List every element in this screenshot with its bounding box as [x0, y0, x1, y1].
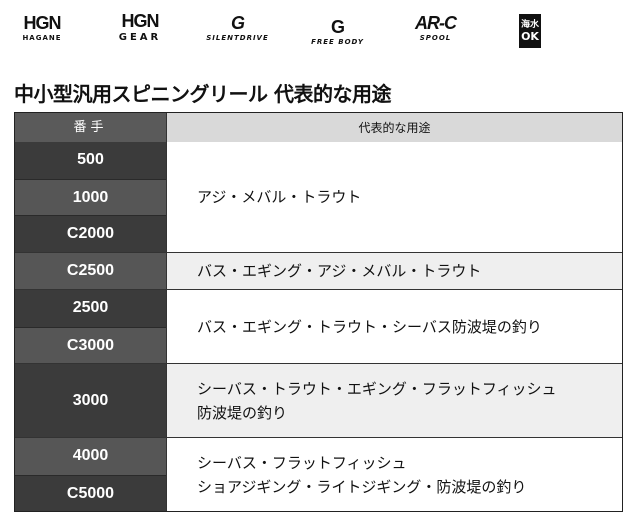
use-cell: シーバス・トラウト・エギング・フラットフィッシュ 防波堤の釣り [166, 364, 622, 437]
table-row: 4000 C5000 シーバス・フラットフィッシュ ショアジギング・ライトジギング・防… [15, 437, 622, 511]
size-cell: 4000 [15, 438, 166, 475]
size-column: 500 1000 C2000 [15, 142, 166, 252]
use-cell: アジ・メバル・トラウト [166, 142, 622, 252]
size-column: C2500 [15, 252, 166, 289]
size-cell: C3000 [15, 326, 166, 363]
size-cell: 2500 [15, 290, 166, 327]
use-cell: バス・エギング・アジ・メバル・トラウト [166, 252, 622, 289]
table-row: 3000 シーバス・トラウト・エギング・フラットフィッシュ 防波堤の釣り [15, 363, 622, 437]
freebody-logo: G FREE BODY [311, 16, 364, 46]
size-cell: 500 [15, 142, 166, 179]
size-column: 4000 C5000 [15, 438, 166, 511]
use-cell: シーバス・フラットフィッシュショアジギング・ライトジギング・防波堤の釣り [166, 438, 622, 511]
header-use: 代表的な用途 [166, 113, 622, 142]
size-column: 3000 [15, 364, 166, 437]
size-cell: C2500 [15, 252, 166, 289]
use-line: バス・エギング・トラウト・シーバス防波堤の釣り [197, 317, 542, 336]
use-line: ショアジギング・ライトジギング・防波堤の釣り [197, 477, 527, 496]
size-cell: C5000 [15, 474, 166, 511]
size-cell: 3000 [15, 364, 166, 437]
use-line: アジ・メバル・トラウト [197, 187, 362, 206]
table-row: 2500 C3000 バス・エギング・トラウト・シーバス防波堤の釣り [15, 289, 622, 363]
size-column: 2500 C3000 [15, 290, 166, 363]
size-cell: 1000 [15, 178, 166, 215]
saltwater-ok-logo: 海水 OK [519, 14, 541, 48]
table-header: 番手 代表的な用途 [15, 113, 622, 142]
table-row: C2500 バス・エギング・アジ・メバル・トラウト [15, 251, 622, 289]
usage-table: 番手 代表的な用途 500 1000 C2000 アジ・メバル・トラウト C2500 バス… [14, 112, 623, 512]
arc-spool-logo: AR-C SPOOL [415, 12, 457, 42]
page-title: 中小型汎用スピニングリール 代表的な用途 [14, 82, 391, 106]
hagane-gear-logo: HGN GEAR [118, 11, 162, 43]
feature-logos: HGN HAGANE HGN GEAR G SILENTDRIVE G FREE BOD… [0, 6, 636, 48]
size-cell: C2000 [15, 215, 166, 252]
table-row: 500 1000 C2000 アジ・メバル・トラウト [15, 142, 622, 252]
use-line: バス・エギング・アジ・メバル・トラウト [197, 261, 482, 280]
use-cell: バス・エギング・トラウト・シーバス防波堤の釣り [166, 290, 622, 363]
use-line: シーバス・トラウト・エギング・フラットフィッシュ [197, 379, 557, 398]
header-size: 番手 [15, 113, 166, 142]
use-line: シーバス・フラットフィッシュ [197, 453, 407, 472]
hagane-logo: HGN HAGANE [22, 12, 62, 42]
silentdrive-logo: G SILENTDRIVE [206, 12, 269, 42]
use-line: 防波堤の釣り [197, 403, 288, 422]
